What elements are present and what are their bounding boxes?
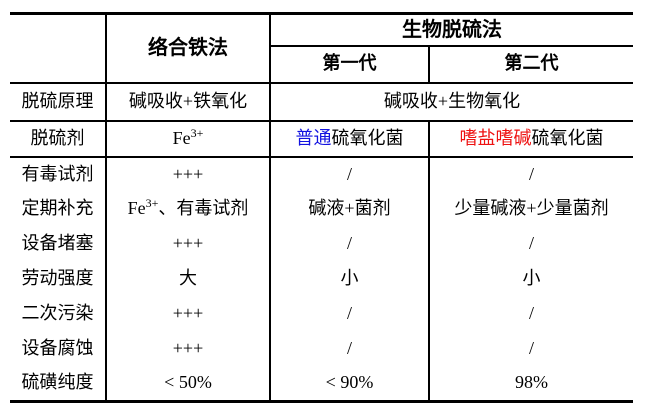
cell-toxic-iron: +++ <box>105 156 270 192</box>
row-toxic-reagent: 有毒试剂 +++ / / <box>10 156 633 192</box>
cell-principle-bio: 碱吸收+生物氧化 <box>269 82 633 122</box>
row-principle: 脱硫原理 碱吸收+铁氧化 碱吸收+生物氧化 <box>10 82 633 122</box>
cell-labor-iron: 大 <box>105 261 270 297</box>
row-agent: 脱硫剂 Fe3+ 普通硫氧化菌 嗜盐嗜碱硫氧化菌 <box>10 120 633 158</box>
cell-labor-gen1: 小 <box>269 261 429 297</box>
header-iron-method: 络合铁法 <box>105 13 270 84</box>
row-label-sulfur-purity: 硫磺纯度 <box>21 372 94 393</box>
iron-formula-superscript: 3+ <box>190 125 204 140</box>
cell-replenishment-gen1: 碱液+菌剂 <box>269 191 429 227</box>
row-secondary-pollution: 二次污染 +++ / / <box>10 296 633 332</box>
header-generation1: 第一代 <box>269 45 429 84</box>
iron-formula-base: Fe <box>172 127 191 148</box>
replenishment-iron-base: Fe <box>127 198 146 219</box>
header-generation2: 第二代 <box>428 45 633 84</box>
replenishment-iron-rest: 、有毒试剂 <box>158 198 249 219</box>
row-label-secondary-pollution: 二次污染 <box>21 303 94 324</box>
cell-pollution-gen2: / <box>428 296 633 332</box>
cell-clogging-iron: +++ <box>105 226 270 262</box>
cell-corrosion-gen1: / <box>269 331 429 367</box>
row-labor-intensity: 劳动强度 大 小 小 <box>10 261 633 297</box>
row-sulfur-purity: 硫磺纯度 < 50% < 90% 98% <box>10 366 633 402</box>
cell-toxic-gen2: / <box>428 156 633 192</box>
row-clogging: 设备堵塞 +++ / / <box>10 226 633 262</box>
corner-cell <box>10 13 106 84</box>
row-equipment-corrosion: 设备腐蚀 +++ / / <box>10 331 633 367</box>
cell-toxic-gen1: / <box>269 156 429 192</box>
header-bio-method: 生物脱硫法 <box>269 13 633 47</box>
cell-clogging-gen1: / <box>269 226 429 262</box>
cell-labor-gen2: 小 <box>428 261 633 297</box>
replenishment-iron-superscript: 3+ <box>145 196 159 211</box>
row-replenishment: 定期补充 Fe3+、有毒试剂 碱液+菌剂 少量碱液+少量菌剂 <box>10 191 633 227</box>
row-label-principle: 脱硫原理 <box>10 82 106 122</box>
cell-agent-gen1: 普通硫氧化菌 <box>269 120 429 158</box>
row-label-equipment-corrosion: 设备腐蚀 <box>21 338 94 359</box>
row-label-clogging: 设备堵塞 <box>21 233 94 254</box>
cell-agent-iron: Fe3+ <box>105 120 270 158</box>
row-label-replenishment: 定期补充 <box>21 198 94 219</box>
agent-gen2-rest: 硫氧化菌 <box>531 127 604 148</box>
cell-purity-gen1: < 90% <box>269 366 429 402</box>
cell-pollution-gen1: / <box>269 296 429 332</box>
cell-principle-iron: 碱吸收+铁氧化 <box>105 82 270 122</box>
header-row-generations: 第一代 第二代 <box>10 45 633 84</box>
cell-clogging-gen2: / <box>428 226 633 262</box>
cell-purity-gen2: 98% <box>428 366 633 402</box>
agent-gen1-rest: 硫氧化菌 <box>331 127 404 148</box>
cell-agent-gen2: 嗜盐嗜碱硫氧化菌 <box>428 120 633 158</box>
cell-pollution-iron: +++ <box>105 296 270 332</box>
cell-replenishment-gen2: 少量碱液+少量菌剂 <box>428 191 633 227</box>
header-row-methods: 络合铁法 生物脱硫法 <box>10 13 633 84</box>
row-label-toxic-reagent: 有毒试剂 <box>21 163 94 184</box>
agent-gen1-highlight: 普通 <box>295 127 332 148</box>
agent-gen2-highlight: 嗜盐嗜碱 <box>459 127 532 148</box>
row-label-labor-intensity: 劳动强度 <box>21 268 94 289</box>
desulfurization-comparison-table: 络合铁法 生物脱硫法 第一代 第二代 脱硫原理 碱吸收+铁氧化 碱吸收+生物氧化… <box>10 12 633 403</box>
row-label-agent: 脱硫剂 <box>10 120 106 158</box>
cell-corrosion-gen2: / <box>428 331 633 367</box>
cell-replenishment-iron: Fe3+、有毒试剂 <box>105 191 270 227</box>
cell-corrosion-iron: +++ <box>105 331 270 367</box>
cell-purity-iron: < 50% <box>105 366 270 402</box>
